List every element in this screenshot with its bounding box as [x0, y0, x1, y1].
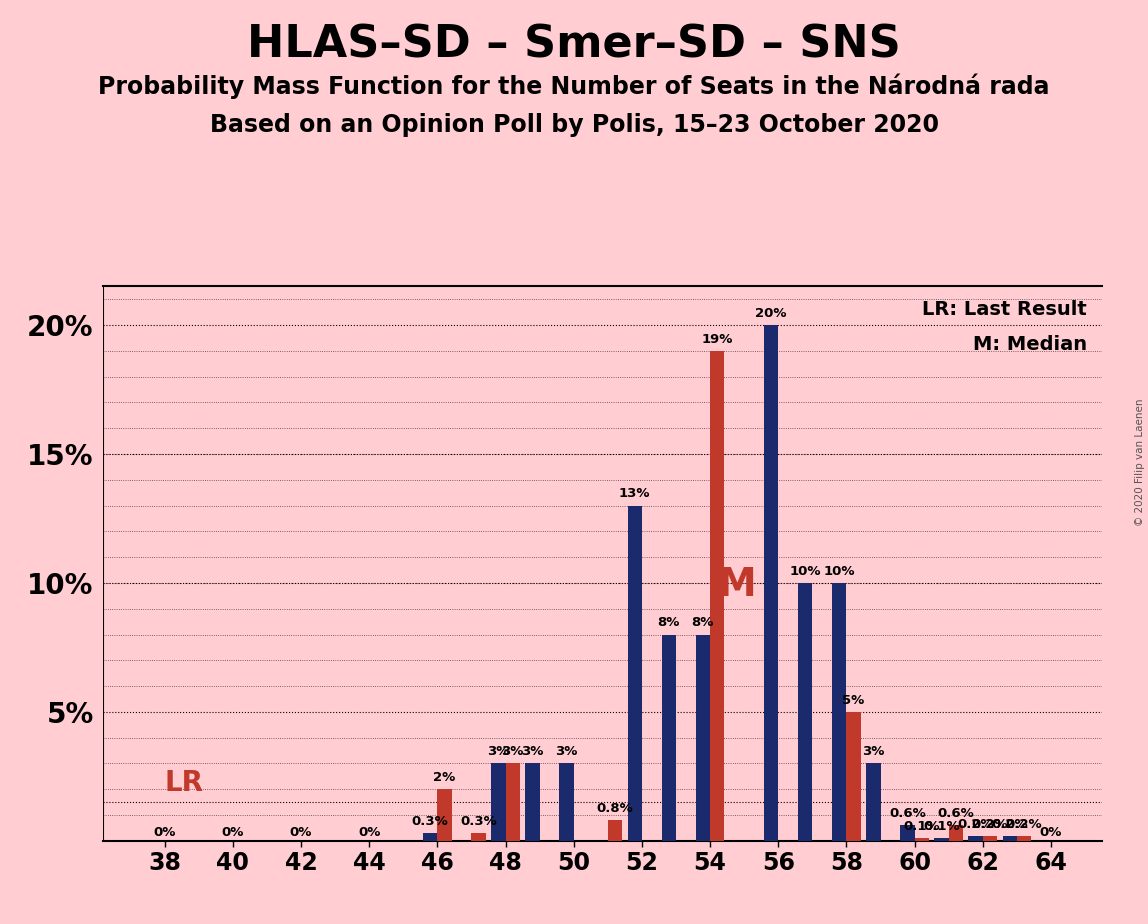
Bar [696, 635, 711, 841]
Text: 0.6%: 0.6% [938, 808, 975, 821]
Text: 0.2%: 0.2% [957, 818, 994, 831]
Bar [424, 833, 437, 841]
Text: LR: Last Result: LR: Last Result [922, 300, 1087, 320]
Bar [472, 833, 486, 841]
Text: 10%: 10% [790, 565, 821, 578]
Text: 0%: 0% [154, 826, 176, 839]
Text: 13%: 13% [619, 488, 651, 501]
Text: 3%: 3% [487, 746, 510, 759]
Text: 0%: 0% [289, 826, 312, 839]
Text: 0.8%: 0.8% [597, 802, 634, 815]
Bar [505, 763, 520, 841]
Text: M: M [716, 565, 755, 603]
Bar [711, 351, 724, 841]
Bar [526, 763, 540, 841]
Text: 0.2%: 0.2% [992, 818, 1027, 831]
Bar [846, 711, 861, 841]
Text: 5%: 5% [843, 694, 864, 707]
Bar [1017, 835, 1031, 841]
Text: 3%: 3% [862, 746, 885, 759]
Bar [900, 825, 915, 841]
Bar [798, 583, 813, 841]
Text: 20%: 20% [755, 307, 786, 320]
Bar [628, 505, 642, 841]
Text: 10%: 10% [823, 565, 855, 578]
Text: 3%: 3% [521, 746, 544, 759]
Bar [832, 583, 846, 841]
Text: Probability Mass Function for the Number of Seats in the Národná rada: Probability Mass Function for the Number… [99, 74, 1049, 100]
Text: 0.1%: 0.1% [923, 821, 960, 833]
Text: HLAS–SD – Smer–SD – SNS: HLAS–SD – Smer–SD – SNS [247, 23, 901, 67]
Bar [763, 325, 778, 841]
Text: 0.1%: 0.1% [903, 821, 940, 833]
Bar [661, 635, 676, 841]
Bar [934, 838, 948, 841]
Bar [607, 821, 622, 841]
Bar [559, 763, 574, 841]
Text: Based on an Opinion Poll by Polis, 15–23 October 2020: Based on an Opinion Poll by Polis, 15–23… [209, 113, 939, 137]
Bar [915, 838, 929, 841]
Text: 8%: 8% [692, 616, 714, 629]
Text: LR: LR [164, 769, 203, 797]
Text: 0.2%: 0.2% [971, 818, 1008, 831]
Bar [491, 763, 505, 841]
Text: 0.3%: 0.3% [412, 815, 449, 828]
Text: 0.3%: 0.3% [460, 815, 497, 828]
Text: © 2020 Filip van Laenen: © 2020 Filip van Laenen [1135, 398, 1145, 526]
Text: 8%: 8% [658, 616, 680, 629]
Bar [1002, 835, 1017, 841]
Text: 0.6%: 0.6% [889, 808, 925, 821]
Bar [983, 835, 998, 841]
Text: M: Median: M: Median [974, 335, 1087, 354]
Bar [948, 825, 963, 841]
Text: 19%: 19% [701, 333, 732, 346]
Text: 3%: 3% [556, 746, 577, 759]
Text: 2%: 2% [434, 772, 456, 784]
Text: 0.2%: 0.2% [1006, 818, 1042, 831]
Text: 3%: 3% [502, 746, 523, 759]
Bar [969, 835, 983, 841]
Text: 0%: 0% [1040, 826, 1062, 839]
Text: 0%: 0% [358, 826, 380, 839]
Text: 0%: 0% [222, 826, 245, 839]
Bar [437, 789, 451, 841]
Bar [867, 763, 881, 841]
